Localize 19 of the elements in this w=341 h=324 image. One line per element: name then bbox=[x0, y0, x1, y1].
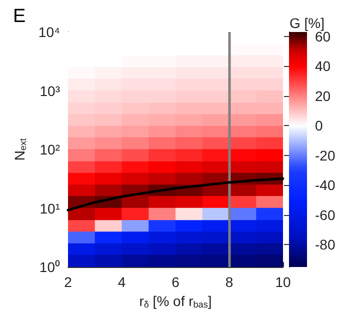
color-bar-label: -20 bbox=[315, 147, 336, 164]
color-bar-label: -60 bbox=[315, 206, 336, 223]
y-axis-title: Next bbox=[12, 138, 28, 161]
x-tick-label: 2 bbox=[64, 274, 72, 290]
y-tick-label: 10³ bbox=[40, 82, 60, 99]
x-tick-label: 8 bbox=[225, 274, 234, 290]
x-tick-label: 4 bbox=[118, 274, 126, 290]
x-tick-label: 6 bbox=[172, 274, 180, 290]
color-bar-label: -40 bbox=[315, 177, 336, 194]
chart-title: E bbox=[13, 6, 26, 27]
y-tick-label: 10⁴ bbox=[38, 24, 60, 40]
y-tick-label: 10² bbox=[40, 142, 60, 158]
y-tick-label: 10¹ bbox=[40, 200, 60, 216]
color-bar-label: 40 bbox=[315, 58, 331, 74]
color-bar-label: -80 bbox=[315, 236, 336, 253]
y-tick-label: 10⁰ bbox=[39, 259, 60, 275]
color-bar-label: 20 bbox=[315, 88, 331, 104]
x-tick-label: 10 bbox=[275, 274, 291, 290]
color-bar-label: 0 bbox=[315, 118, 323, 134]
